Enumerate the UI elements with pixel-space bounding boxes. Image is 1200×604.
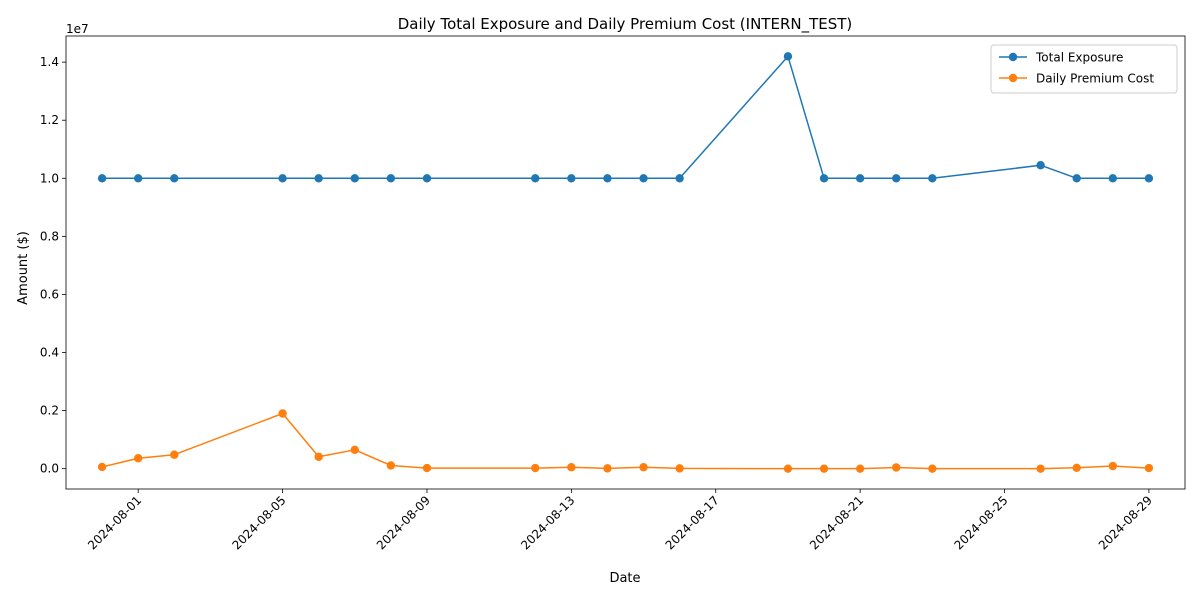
- total-exposure-point: [278, 174, 287, 183]
- total-exposure-point: [350, 174, 359, 183]
- daily-premium-cost-point: [386, 461, 396, 470]
- total-exposure-point: [855, 174, 865, 183]
- y-tick-label: 0.6: [40, 287, 59, 301]
- total-exposure-point: [1036, 161, 1045, 170]
- y-tick-label: 0.8: [40, 229, 59, 243]
- total-exposure-point: [819, 174, 829, 183]
- daily-premium-cost-line: [101, 412, 1149, 470]
- daily-premium-cost-point: [1036, 464, 1045, 473]
- daily-premium-cost-point: [892, 463, 901, 472]
- total-exposure-point: [422, 174, 432, 183]
- y-axis-label: Amount ($): [16, 231, 31, 305]
- total-exposure-point: [783, 52, 793, 61]
- legend: Total Exposure Daily Premium Cost: [990, 44, 1178, 94]
- daily-premium-cost-point: [1144, 463, 1154, 473]
- daily-premium-cost-point: [639, 463, 648, 472]
- total-exposure-point: [1072, 174, 1081, 183]
- total-exposure-point: [928, 174, 937, 183]
- total-exposure-point: [639, 174, 648, 183]
- y-tick-label: 0.0: [40, 462, 59, 476]
- daily-premium-cost-point: [133, 454, 143, 463]
- y-tick-label: 1.2: [40, 113, 59, 127]
- daily-premium-cost-point: [928, 464, 937, 473]
- y-tick-label: 1.4: [40, 55, 59, 69]
- x-tick-label: 2024-08-13: [518, 493, 577, 552]
- daily-premium-cost-point: [855, 464, 865, 473]
- daily-premium-cost-point: [531, 463, 540, 473]
- daily-premium-cost-point: [278, 409, 287, 418]
- legend-box: [990, 44, 1178, 94]
- legend-label-total-exposure: Total Exposure: [1035, 51, 1123, 65]
- legend-label-daily-premium-cost: Daily Premium Cost: [1036, 72, 1154, 86]
- total-exposure-point: [531, 174, 540, 183]
- x-tick-label: 2024-08-21: [807, 493, 866, 552]
- x-tick-label: 2024-08-05: [229, 493, 288, 552]
- plot-area: 0.0 0.2 0.4 0.6 0.8 1.0 1.2 1.4 2024-08-01 2024-0…: [40, 35, 1186, 552]
- daily-premium-cost-point: [1072, 463, 1081, 473]
- legend-marker-total-exposure: [1008, 52, 1018, 62]
- total-exposure-point: [97, 174, 107, 183]
- daily-premium-cost-point: [97, 462, 107, 472]
- total-exposure-point: [386, 174, 396, 183]
- y-tick-label: 1.0: [40, 171, 59, 185]
- chart-title: Daily Total Exposure and Daily Premium C…: [398, 15, 853, 34]
- daily-premium-cost-point: [567, 463, 576, 472]
- x-tick-label: 2024-08-09: [374, 493, 433, 552]
- total-exposure-point: [1108, 174, 1118, 183]
- daily-premium-cost-point: [422, 463, 432, 473]
- total-exposure-line: [102, 55, 1149, 180]
- total-exposure-point: [892, 174, 901, 183]
- y-tick-label: 0.2: [40, 404, 59, 418]
- legend-marker-daily-premium-cost: [1008, 73, 1018, 83]
- daily-premium-cost-point: [819, 464, 829, 473]
- x-tick-label: 2024-08-29: [1096, 493, 1155, 552]
- daily-premium-cost-point: [314, 452, 323, 461]
- total-exposure-point: [675, 174, 684, 183]
- total-exposure-point: [133, 174, 143, 183]
- daily-premium-cost-point: [675, 464, 684, 473]
- y-axis-offset-label: 1e7: [66, 22, 89, 36]
- y-tick-label: 0.4: [40, 346, 59, 360]
- total-exposure-point: [567, 174, 576, 183]
- axes-frame: [65, 35, 1186, 490]
- total-exposure-point: [1144, 174, 1154, 183]
- daily-premium-cost-point: [350, 445, 359, 454]
- daily-premium-cost-point: [1108, 461, 1118, 471]
- total-exposure-point: [170, 174, 179, 183]
- x-tick-label: 2024-08-25: [951, 493, 1010, 552]
- total-exposure-point: [314, 174, 323, 183]
- x-tick-label: 2024-08-01: [85, 493, 144, 552]
- daily-premium-cost-point: [603, 464, 612, 473]
- total-exposure-point: [603, 174, 612, 183]
- x-axis-label: Date: [609, 571, 640, 586]
- x-tick-label: 2024-08-17: [663, 493, 722, 552]
- daily-premium-cost-point: [783, 464, 793, 473]
- daily-premium-cost-point: [170, 450, 179, 459]
